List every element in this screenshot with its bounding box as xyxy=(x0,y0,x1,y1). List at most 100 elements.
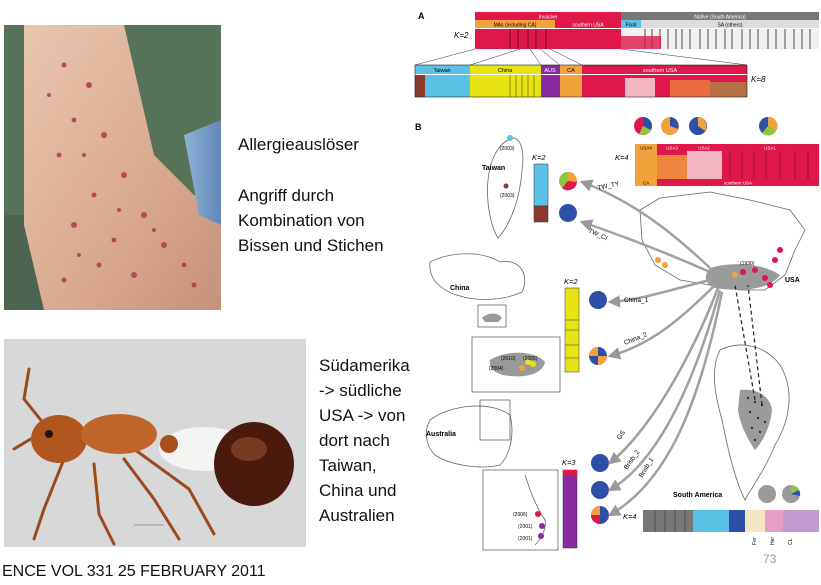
australia-site-1 xyxy=(535,511,541,517)
k8-frame xyxy=(414,64,748,98)
text-attack-block: Angriff durch Kombination von Bissen und… xyxy=(238,183,384,258)
arm-illustration xyxy=(4,25,221,310)
panel-a-k2: K=2 xyxy=(454,31,469,40)
sa-structure-for xyxy=(745,510,765,532)
panel-a-k8: K=8 xyxy=(751,75,766,84)
sa-pies xyxy=(758,485,801,503)
usa-sub-southern-bar xyxy=(657,179,819,186)
china-year-2: (2005) xyxy=(523,356,538,362)
australia-inset-box xyxy=(479,399,511,441)
region-china: China xyxy=(450,285,470,292)
group-native-bar xyxy=(621,12,819,20)
region-australia: Australia xyxy=(426,431,456,438)
k8-usa-orange xyxy=(670,80,710,97)
k8-ca-orange xyxy=(560,75,582,97)
taiwan-site-2 xyxy=(503,183,509,189)
k8-china-yellow xyxy=(470,75,541,97)
usa2-bar xyxy=(687,144,722,151)
text-spread-line: Südamerika xyxy=(319,356,410,375)
k8-usa-green xyxy=(710,82,747,97)
k8-china-stripes xyxy=(509,75,535,97)
ant-illustration xyxy=(4,339,306,547)
text-attack-line: Bissen und Stichen xyxy=(238,236,384,255)
china-map xyxy=(429,253,526,300)
sub-fora-bar xyxy=(621,20,641,28)
k8-label-ca: CA xyxy=(567,68,575,74)
k4-usa3-orange xyxy=(657,155,687,179)
route-gs: GS xyxy=(616,429,628,441)
k8-label-southern-usa: southern USA xyxy=(643,68,678,74)
sa-structure-cl xyxy=(783,510,819,532)
sub-southern-usa-label: southern USA xyxy=(572,23,604,29)
australia-site-2 xyxy=(539,523,545,529)
text-spread-line: dort nach xyxy=(319,431,390,450)
sa-label-her: Her xyxy=(770,537,776,545)
photo-fire-ant xyxy=(4,339,306,547)
sa-structure-her xyxy=(765,510,783,532)
australia-zoom-box xyxy=(482,469,559,551)
introduction-routes xyxy=(579,179,724,517)
china-structure-stripes xyxy=(565,319,579,359)
k8-taiwan-cyan xyxy=(425,75,470,97)
panel-b-k3: K=3 xyxy=(562,458,576,467)
k2-fora-red xyxy=(621,36,661,49)
k8-label-china-bar xyxy=(470,65,541,74)
australia-year-2: (2001) xyxy=(518,524,533,530)
pies-usa-top xyxy=(634,116,778,136)
population-genetics-figure: A K=2 Invasive Native (South America) MA… xyxy=(414,11,819,551)
china-site-3 xyxy=(519,365,525,371)
k8-label-aus-bar xyxy=(541,65,560,74)
australia-year-1: (2006) xyxy=(513,512,528,518)
panel-b-k4-sa: K=4 xyxy=(623,512,637,521)
taiwan-year-2: (2003) xyxy=(500,193,515,199)
taiwan-site-1 xyxy=(507,135,513,141)
usa-sub-ca-label: CA xyxy=(643,181,649,186)
usa1-bar xyxy=(722,144,819,151)
text-spread-line: -> südliche xyxy=(319,381,402,400)
k8-label-taiwan-bar xyxy=(415,65,470,74)
usa2-label: USA2 xyxy=(698,146,710,151)
k8-usa-pink xyxy=(625,78,655,97)
text-spread-block: Südamerika -> südliche USA -> von dort n… xyxy=(319,353,410,528)
panel-b-label: B xyxy=(415,122,422,132)
australia-pies xyxy=(591,454,609,524)
australia-year-3: (2001) xyxy=(518,536,533,542)
usa-sub-southern-label: southern USA xyxy=(724,181,752,186)
usa-map xyxy=(639,191,806,291)
sa-structure-cyan xyxy=(693,510,729,532)
text-attack-line: Kombination von xyxy=(238,211,365,230)
k8-label-ca-bar xyxy=(560,65,582,74)
group-native-label: Native (South America) xyxy=(694,15,746,21)
usa-southern-region xyxy=(705,264,780,290)
china-year-1: (2010) xyxy=(501,356,516,362)
usa1-label: USA1 xyxy=(764,146,776,151)
route-china-1: China_1 xyxy=(624,297,649,304)
route-brisb-2: Brisb_2 xyxy=(623,449,642,471)
sub-sa-others-bar xyxy=(641,20,819,28)
usa3-bar xyxy=(657,144,687,151)
text-spread-line: Taiwan, xyxy=(319,456,377,475)
australia-structure-red xyxy=(563,470,577,476)
k2-native-structure xyxy=(621,29,819,49)
usa-sub-ca-bar xyxy=(635,179,657,186)
sub-fora-label: ForA xyxy=(626,23,638,29)
k8-label-taiwan: Taiwan xyxy=(433,68,450,74)
usa4-label: USA4 xyxy=(640,146,652,151)
k2-invasive-structure xyxy=(475,29,621,49)
sa-label-for: For xyxy=(752,537,758,545)
sub-mas-label: MAs (including CA) xyxy=(494,23,537,29)
usa4-bar xyxy=(635,144,657,151)
group-invasive-label: Invasive xyxy=(539,15,558,21)
china-year-3: (2004) xyxy=(489,366,504,372)
route-tw-ty: TW_TY xyxy=(597,180,621,192)
australia-coastline xyxy=(524,474,546,546)
australia-site-3 xyxy=(538,533,544,539)
k4-usa4-orange xyxy=(635,151,657,179)
china-site-2 xyxy=(530,361,536,367)
south-america-sites xyxy=(746,396,767,442)
sub-southern-usa-bar xyxy=(555,20,621,28)
taiwan-structure-cyan xyxy=(533,163,549,207)
sa-label-cl: CL xyxy=(788,538,794,545)
usa-sites xyxy=(655,247,783,288)
text-spread-line: USA -> von xyxy=(319,406,406,425)
